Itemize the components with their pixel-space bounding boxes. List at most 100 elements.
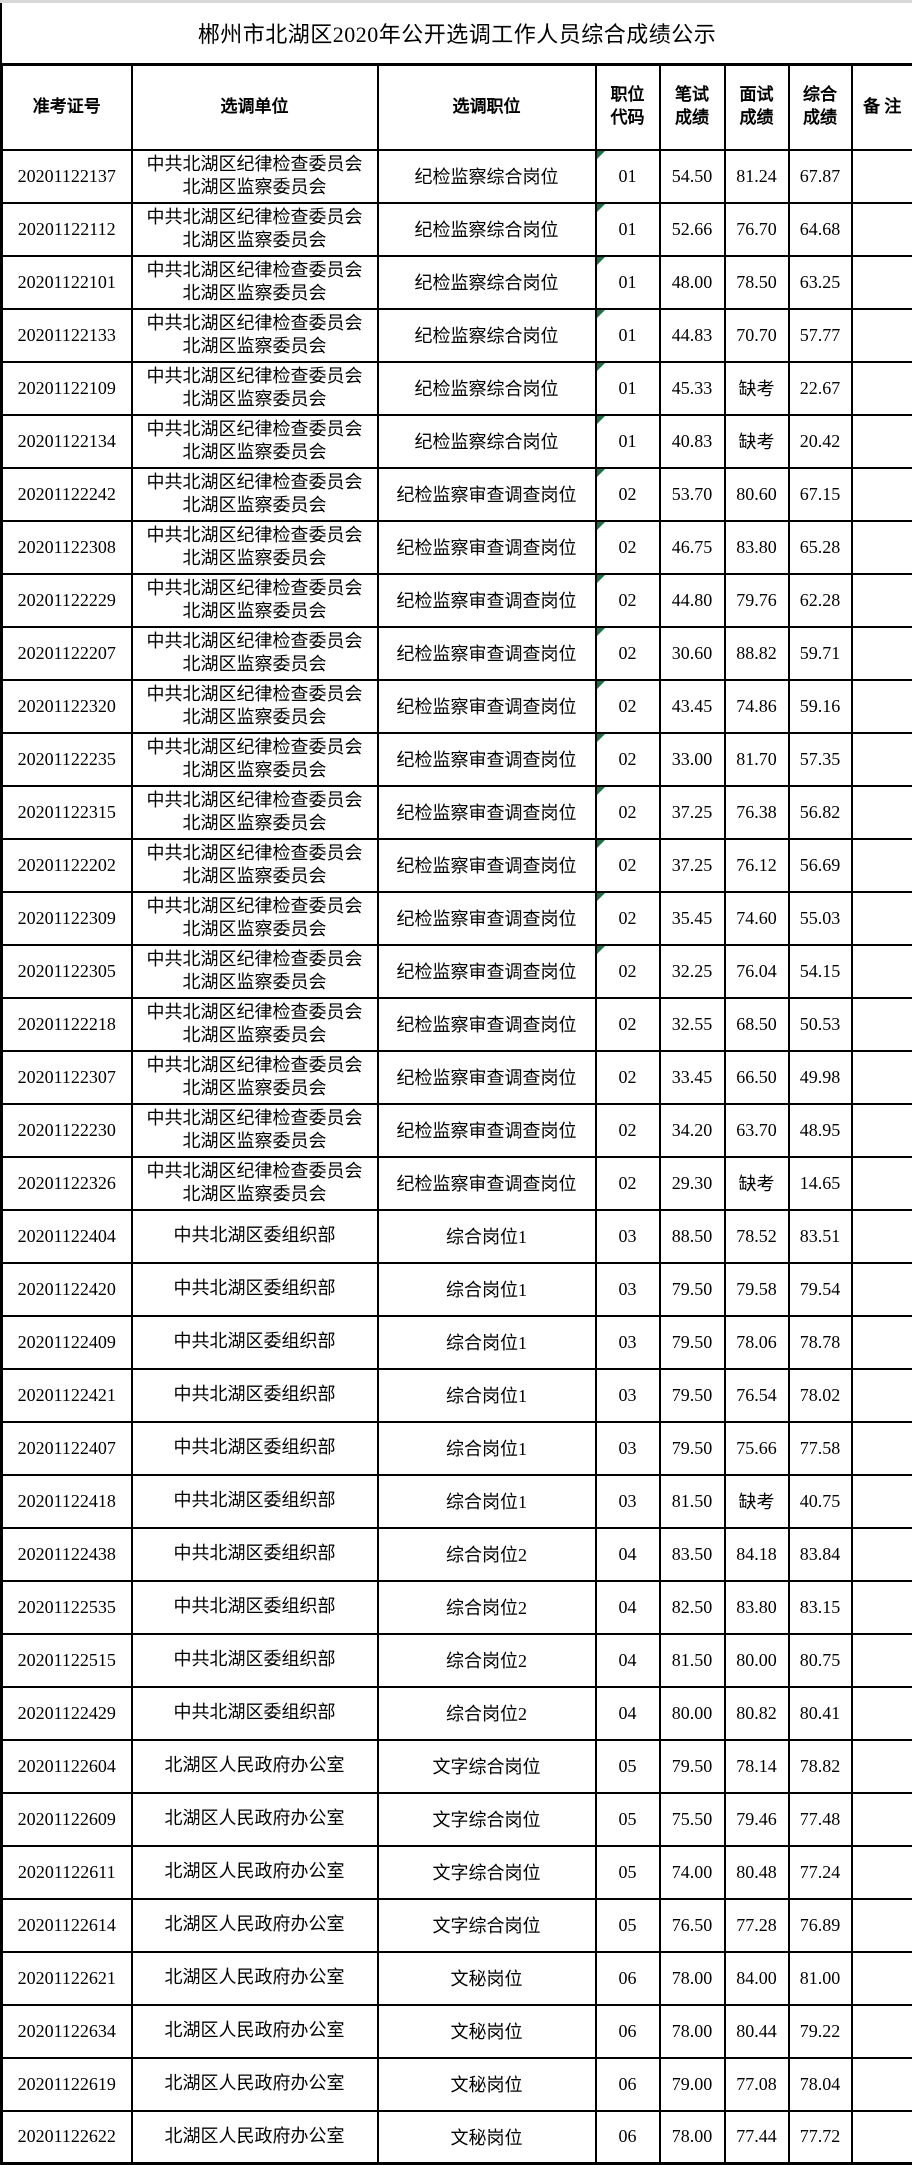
cell-interview-score: 63.70 bbox=[723, 1102, 790, 1158]
cell-remarks bbox=[850, 360, 912, 416]
col-header-position-code: 职位 代码 bbox=[594, 63, 661, 151]
cell-written-score: 78.00 bbox=[658, 2109, 726, 2165]
cell-unit: 中共北湖区委组织部 bbox=[130, 1473, 379, 1529]
cell-overall-score: 48.95 bbox=[787, 1102, 853, 1158]
cell-unit: 中共北湖区委组织部 bbox=[130, 1632, 379, 1688]
cell-written-score: 33.00 bbox=[658, 731, 726, 787]
cell-position-code: 05 bbox=[594, 1844, 661, 1900]
cell-exam-id: 20201122235 bbox=[0, 731, 133, 787]
cell-position: 纪检监察综合岗位 bbox=[376, 360, 597, 416]
cell-remarks bbox=[850, 625, 912, 681]
cell-position-code: 03 bbox=[594, 1314, 661, 1370]
cell-unit: 中共北湖区纪律检查委员会 北湖区监察委员会 bbox=[130, 148, 379, 204]
cell-position: 文字综合岗位 bbox=[376, 1844, 597, 1900]
cell-remarks bbox=[850, 784, 912, 840]
cell-interview-score: 76.54 bbox=[723, 1367, 790, 1423]
cell-exam-id: 20201122307 bbox=[0, 1049, 133, 1105]
cell-overall-score: 64.68 bbox=[787, 201, 853, 257]
cell-overall-score: 77.48 bbox=[787, 1791, 853, 1847]
cell-written-score: 37.25 bbox=[658, 837, 726, 893]
cell-remarks bbox=[850, 1738, 912, 1794]
cell-remarks bbox=[850, 890, 912, 946]
cell-position-code: 05 bbox=[594, 1791, 661, 1847]
cell-overall-score: 56.69 bbox=[787, 837, 853, 893]
cell-position: 纪检监察审查调查岗位 bbox=[376, 1049, 597, 1105]
cell-position-code: 03 bbox=[594, 1261, 661, 1317]
cell-position-code: 02 bbox=[594, 466, 661, 522]
cell-interview-score: 80.00 bbox=[723, 1632, 790, 1688]
col-header-unit: 选调单位 bbox=[130, 63, 379, 151]
col-header-written-score: 笔试 成绩 bbox=[658, 63, 726, 151]
cell-position: 纪检监察综合岗位 bbox=[376, 413, 597, 469]
cell-unit: 北湖区人民政府办公室 bbox=[130, 2003, 379, 2059]
cell-remarks bbox=[850, 148, 912, 204]
col-header-remarks: 备 注 bbox=[850, 63, 912, 151]
cell-position-code: 02 bbox=[594, 1102, 661, 1158]
cell-overall-score: 56.82 bbox=[787, 784, 853, 840]
cell-unit: 中共北湖区纪律检查委员会 北湖区监察委员会 bbox=[130, 1155, 379, 1211]
cell-interview-score: 74.60 bbox=[723, 890, 790, 946]
cell-written-score: 81.50 bbox=[658, 1632, 726, 1688]
cell-position-code: 04 bbox=[594, 1632, 661, 1688]
cell-position-code: 03 bbox=[594, 1473, 661, 1529]
cell-position-code: 04 bbox=[594, 1579, 661, 1635]
cell-overall-score: 79.54 bbox=[787, 1261, 853, 1317]
cell-interview-score: 缺考 bbox=[723, 1473, 790, 1529]
cell-interview-score: 83.80 bbox=[723, 519, 790, 575]
cell-written-score: 80.00 bbox=[658, 1685, 726, 1741]
cell-overall-score: 76.89 bbox=[787, 1897, 853, 1953]
cell-overall-score: 77.24 bbox=[787, 1844, 853, 1900]
cell-position: 综合岗位1 bbox=[376, 1261, 597, 1317]
cell-remarks bbox=[850, 413, 912, 469]
cell-exam-id: 20201122229 bbox=[0, 572, 133, 628]
cell-position-code: 02 bbox=[594, 572, 661, 628]
cell-exam-id: 20201122320 bbox=[0, 678, 133, 734]
score-table: 准考证号 选调单位 选调职位 职位 代码 笔试 成绩 面试 成绩 综合 成绩 备… bbox=[0, 63, 912, 2165]
cell-position: 文秘岗位 bbox=[376, 2109, 597, 2165]
cell-exam-id: 20201122421 bbox=[0, 1367, 133, 1423]
cell-exam-id: 20201122315 bbox=[0, 784, 133, 840]
table-row: 20201122621 北湖区人民政府办公室 文秘岗位 06 78.00 84.… bbox=[0, 1950, 912, 2006]
green-corner-marker-icon bbox=[597, 204, 605, 212]
cell-interview-score: 78.06 bbox=[723, 1314, 790, 1370]
cell-written-score: 88.50 bbox=[658, 1208, 726, 1264]
cell-position: 综合岗位2 bbox=[376, 1685, 597, 1741]
cell-exam-id: 20201122218 bbox=[0, 996, 133, 1052]
cell-overall-score: 80.75 bbox=[787, 1632, 853, 1688]
cell-overall-score: 57.35 bbox=[787, 731, 853, 787]
cell-position: 综合岗位2 bbox=[376, 1526, 597, 1582]
green-corner-marker-icon bbox=[597, 257, 605, 265]
table-row: 20201122207 中共北湖区纪律检查委员会 北湖区监察委员会 纪检监察审查… bbox=[0, 625, 912, 681]
table-body: 20201122137 中共北湖区纪律检查委员会 北湖区监察委员会 纪检监察综合… bbox=[0, 148, 912, 2165]
cell-overall-score: 22.67 bbox=[787, 360, 853, 416]
page-title: 郴州市北湖区2020年公开选调工作人员综合成绩公示 bbox=[0, 3, 912, 63]
cell-position-code: 02 bbox=[594, 890, 661, 946]
cell-written-score: 79.50 bbox=[658, 1261, 726, 1317]
cell-exam-id: 20201122404 bbox=[0, 1208, 133, 1264]
cell-exam-id: 20201122112 bbox=[0, 201, 133, 257]
cell-position-code: 02 bbox=[594, 1049, 661, 1105]
cell-interview-score: 缺考 bbox=[723, 1155, 790, 1211]
cell-overall-score: 79.22 bbox=[787, 2003, 853, 2059]
cell-position-code: 02 bbox=[594, 1155, 661, 1211]
cell-exam-id: 20201122409 bbox=[0, 1314, 133, 1370]
cell-interview-score: 76.38 bbox=[723, 784, 790, 840]
cell-unit: 中共北湖区委组织部 bbox=[130, 1685, 379, 1741]
cell-position: 纪检监察审查调查岗位 bbox=[376, 572, 597, 628]
cell-exam-id: 20201122609 bbox=[0, 1791, 133, 1847]
cell-exam-id: 20201122326 bbox=[0, 1155, 133, 1211]
cell-unit: 中共北湖区纪律检查委员会 北湖区监察委员会 bbox=[130, 678, 379, 734]
cell-remarks bbox=[850, 1314, 912, 1370]
table-row: 20201122404 中共北湖区委组织部 综合岗位1 03 88.50 78.… bbox=[0, 1208, 912, 1264]
cell-written-score: 79.50 bbox=[658, 1738, 726, 1794]
cell-remarks bbox=[850, 2056, 912, 2112]
cell-interview-score: 76.70 bbox=[723, 201, 790, 257]
cell-written-score: 45.33 bbox=[658, 360, 726, 416]
cell-remarks bbox=[850, 1950, 912, 2006]
green-corner-marker-icon bbox=[597, 681, 605, 689]
cell-unit: 中共北湖区委组织部 bbox=[130, 1367, 379, 1423]
table-row: 20201122619 北湖区人民政府办公室 文秘岗位 06 79.00 77.… bbox=[0, 2056, 912, 2112]
cell-written-score: 79.50 bbox=[658, 1420, 726, 1476]
cell-overall-score: 59.71 bbox=[787, 625, 853, 681]
cell-exam-id: 20201122429 bbox=[0, 1685, 133, 1741]
